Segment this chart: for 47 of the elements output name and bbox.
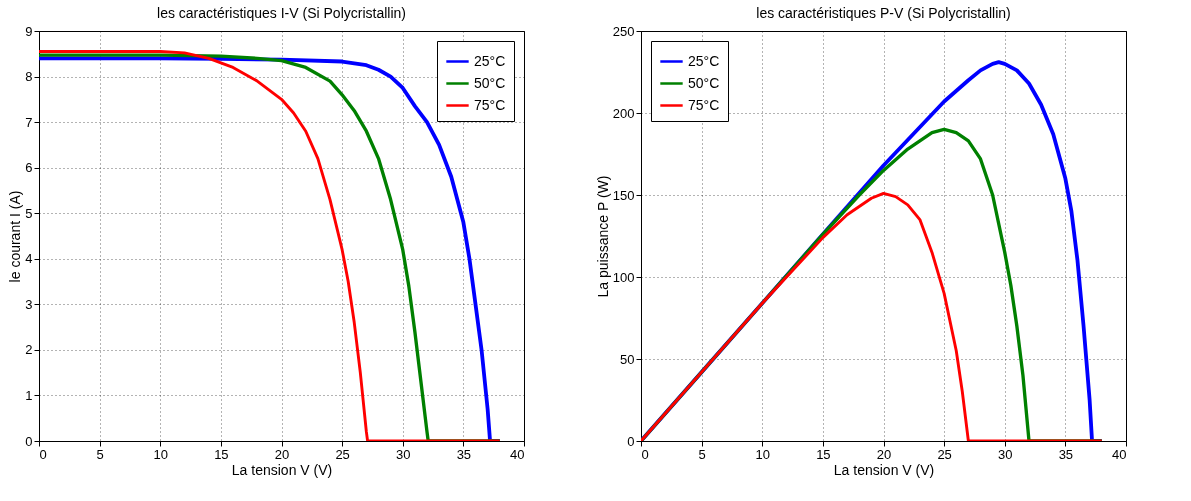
- x-tick-label: 10: [755, 446, 770, 462]
- x-axis-title: La tension V (V): [833, 461, 935, 478]
- x-tick-label: 35: [1058, 446, 1074, 462]
- x-tick-label: 15: [214, 446, 229, 462]
- y-tick-label: 4: [25, 251, 33, 267]
- y-tick-label: 6: [25, 160, 33, 176]
- x-tick-label: 20: [876, 446, 892, 462]
- x-tick-label: 0: [641, 446, 649, 462]
- x-tick-label: 20: [274, 446, 290, 462]
- legend-label: 50°C: [688, 74, 720, 91]
- chart-title: les caractéristiques I-V (Si Polycristallin): [157, 5, 406, 21]
- y-tick-label: 8: [25, 69, 33, 85]
- line-series: [641, 191, 1104, 441]
- y-tick-label: 50: [620, 351, 635, 367]
- x-tick-label: 25: [937, 446, 952, 462]
- y-tick-label: 9: [25, 23, 33, 39]
- x-tick-label: 5: [698, 446, 706, 462]
- legend-label: 25°C: [688, 52, 720, 69]
- y-tick-label: 200: [612, 105, 635, 121]
- x-tick-label: 25: [335, 446, 350, 462]
- y-tick-label: 100: [612, 269, 635, 285]
- x-tick-label: 30: [998, 446, 1013, 462]
- x-tick-label: 10: [153, 446, 168, 462]
- chart-title: les caractéristiques P-V (Si Polycristallin): [756, 5, 1011, 21]
- x-tick-label: 35: [456, 446, 472, 462]
- legend-label: 75°C: [474, 96, 506, 113]
- y-tick-label: 5: [25, 205, 33, 221]
- y-tick-label: 0: [627, 433, 635, 449]
- y-axis-title: La puissance P (W): [594, 175, 611, 298]
- x-tick-label: 15: [816, 446, 831, 462]
- x-tick-label: 5: [96, 446, 104, 462]
- y-tick-label: 250: [612, 23, 635, 39]
- legend-label: 75°C: [688, 96, 720, 113]
- x-axis-title: La tension V (V): [231, 461, 333, 478]
- y-tick-label: 7: [25, 114, 33, 130]
- y-tick-label: 2: [25, 342, 33, 358]
- y-tick-label: 1: [25, 387, 33, 403]
- x-tick-label: 40: [1112, 446, 1127, 462]
- legend-label: 50°C: [474, 74, 506, 91]
- y-tick-label: 150: [612, 187, 635, 203]
- x-tick-label: 40: [510, 446, 525, 462]
- y-tick-label: 0: [25, 433, 33, 449]
- y-axis-title: le courant I (A): [7, 190, 24, 283]
- legend-label: 25°C: [474, 52, 506, 69]
- x-tick-label: 30: [396, 446, 411, 462]
- y-tick-label: 3: [25, 296, 33, 312]
- x-tick-label: 0: [39, 446, 47, 462]
